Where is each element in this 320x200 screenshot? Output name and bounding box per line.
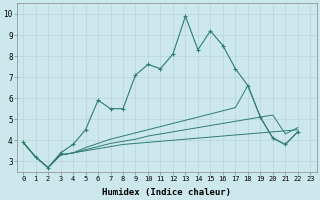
X-axis label: Humidex (Indice chaleur): Humidex (Indice chaleur)	[102, 188, 231, 197]
